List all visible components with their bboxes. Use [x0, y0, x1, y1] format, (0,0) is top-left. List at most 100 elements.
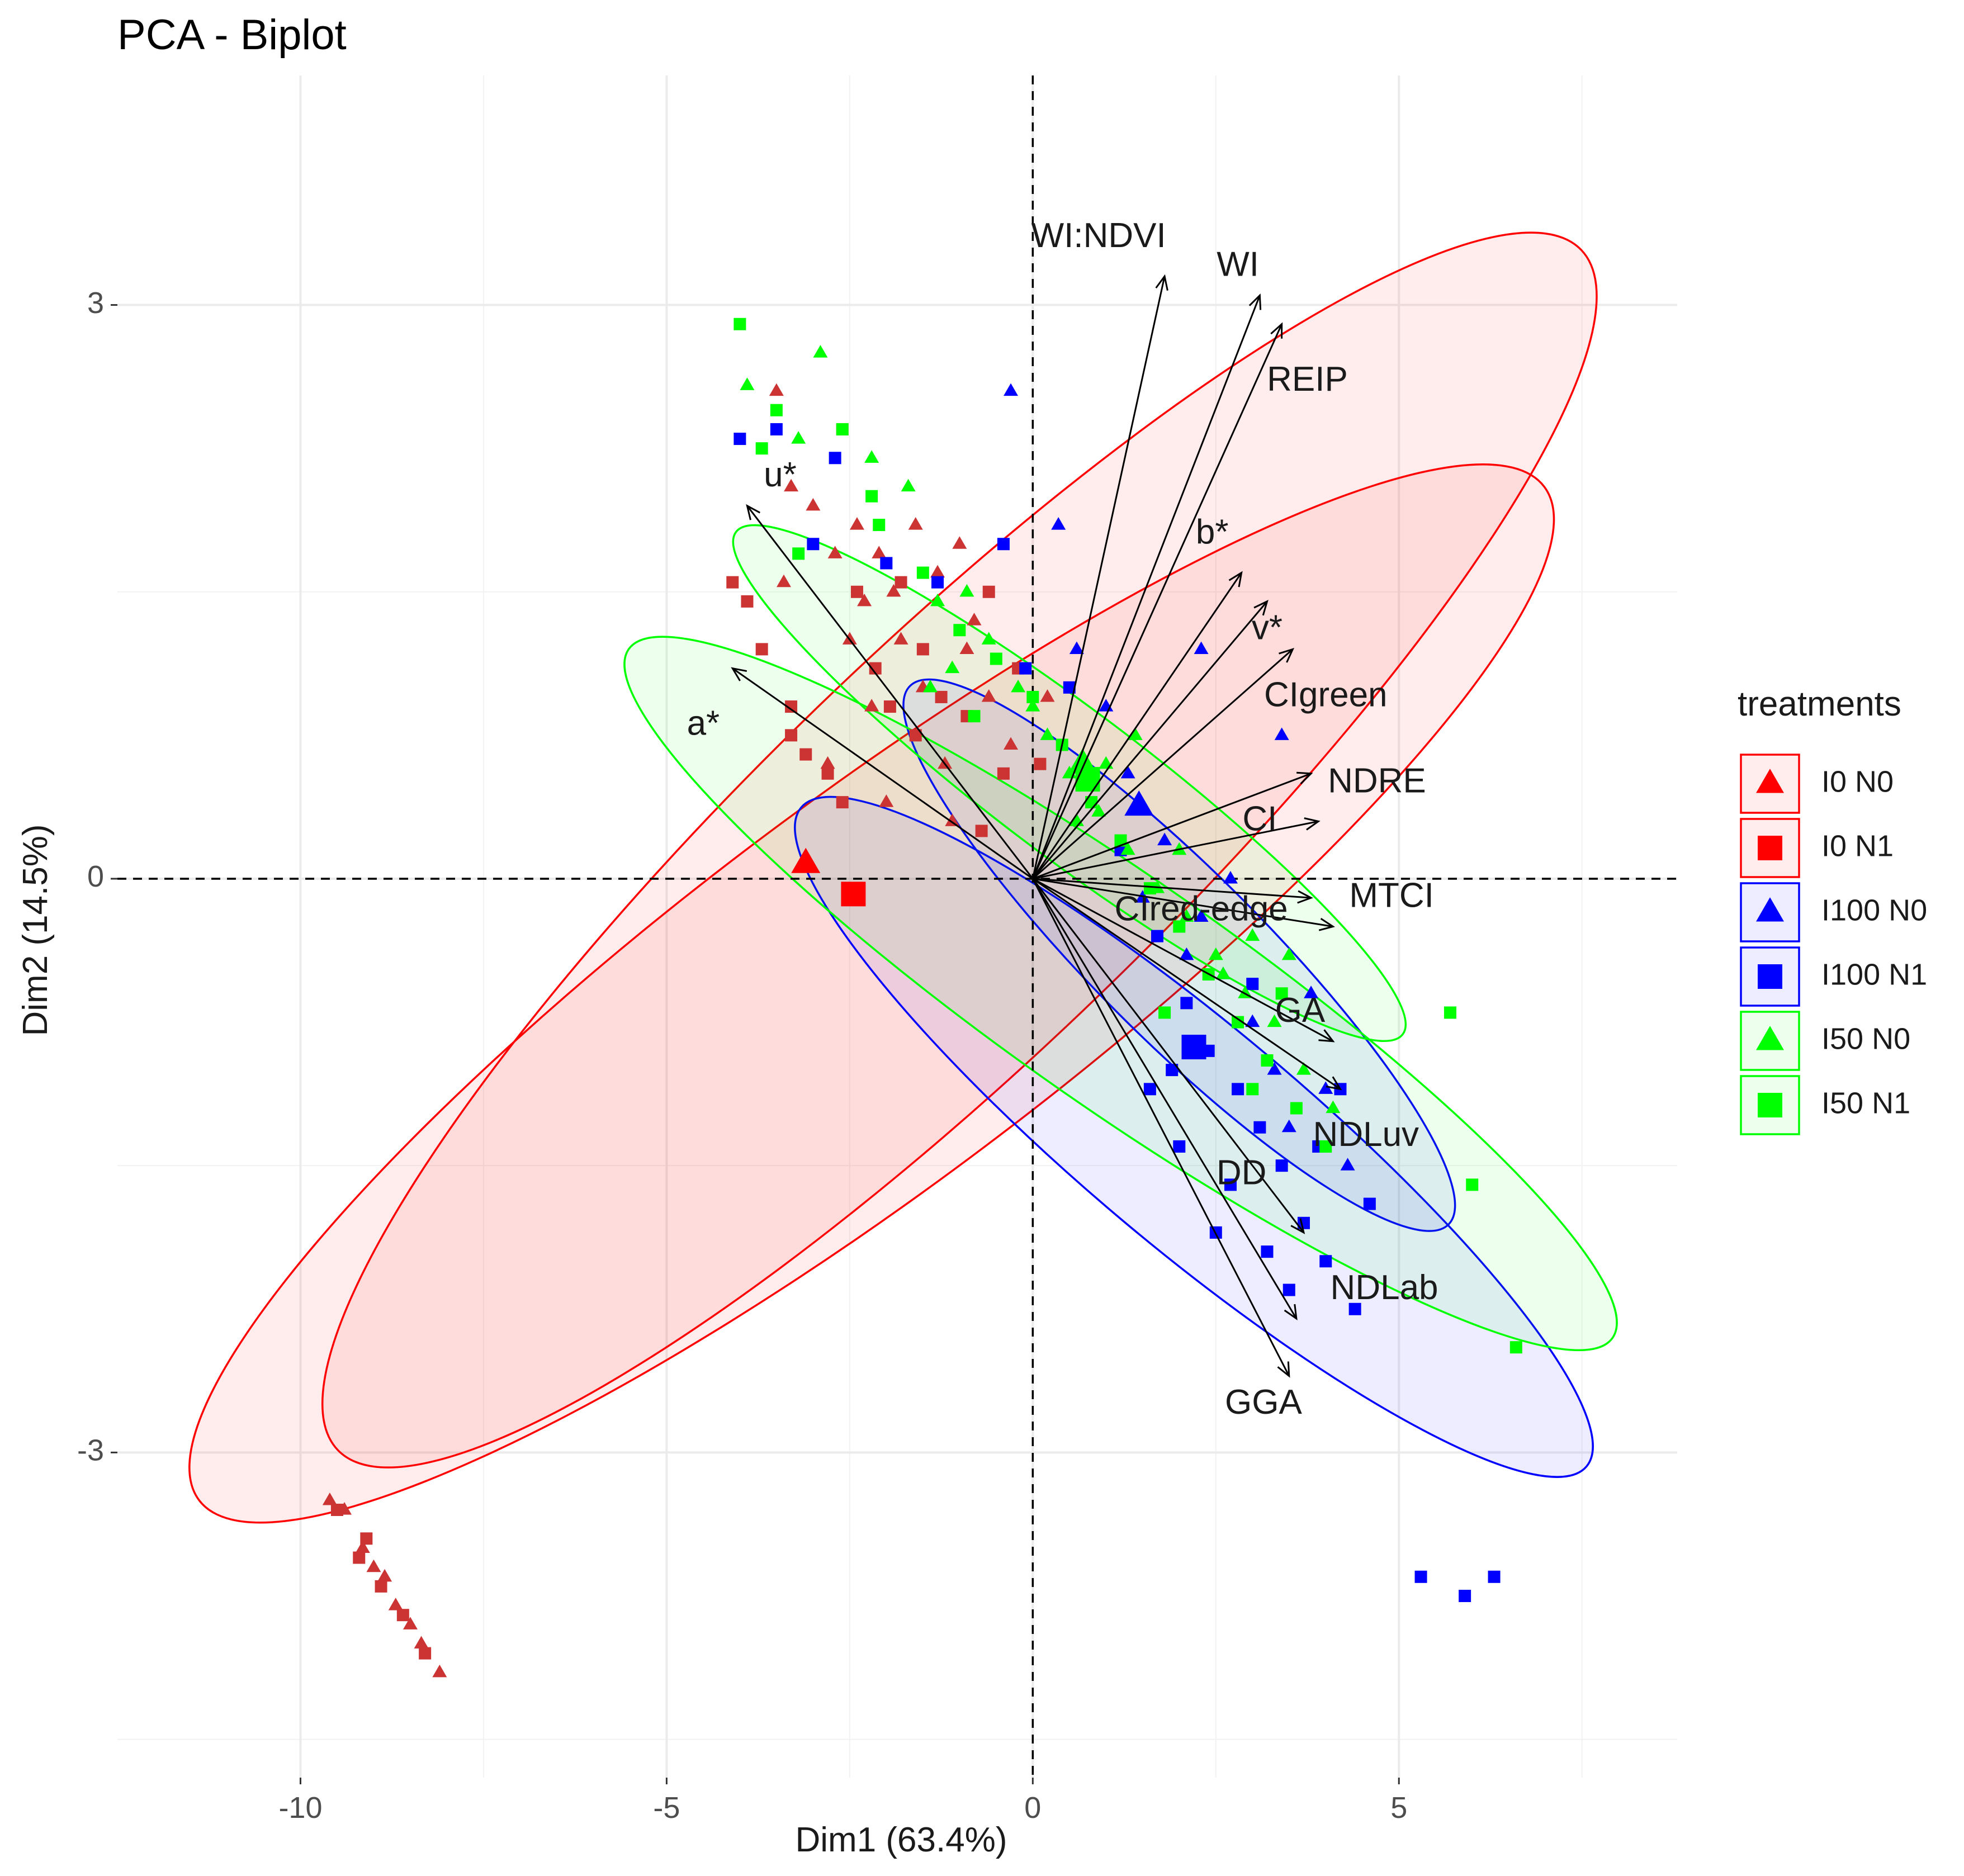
point-i0-n0 — [355, 1540, 370, 1553]
point-i100-n1 — [1224, 1178, 1237, 1191]
centroid-i100-n1 — [1181, 1035, 1206, 1060]
point-i0-n0 — [886, 584, 901, 597]
ellipse-i0-n0 — [188, 463, 1555, 1524]
point-i100-n1 — [807, 538, 820, 551]
point-i0-n0 — [945, 813, 960, 826]
point-i50-n0 — [1215, 967, 1231, 979]
confidence-ellipses — [188, 231, 1618, 1524]
arrow-wi-ndvi — [1031, 276, 1166, 879]
point-i100-n1 — [1319, 1255, 1332, 1268]
arrowhead-b- — [1228, 571, 1243, 588]
point-i50-n0 — [1040, 727, 1055, 740]
arrow-cigreen — [1032, 648, 1294, 880]
arrowhead-wi-ndvi — [1155, 274, 1168, 291]
point-i50-n1 — [792, 547, 805, 560]
point-i0-n0 — [820, 756, 835, 769]
legend-symbol-i50-n1 — [1758, 1093, 1782, 1117]
point-i0-n1 — [726, 576, 739, 589]
point-i50-n0 — [930, 593, 945, 607]
point-i100-n1 — [1173, 1140, 1186, 1153]
point-i50-n1 — [1509, 1341, 1522, 1354]
arrow-gga — [1031, 878, 1290, 1377]
point-i0-n0 — [806, 498, 821, 511]
variable-label-reip: REIP — [1267, 360, 1348, 399]
point-i100-n1 — [1143, 1083, 1156, 1096]
point-i50-n0 — [1326, 1100, 1341, 1114]
point-i50-n1 — [865, 490, 878, 503]
variable-label-v-: v* — [1252, 609, 1282, 647]
centroid-i0-n1 — [841, 882, 866, 907]
point-i0-n0 — [842, 632, 857, 645]
point-i0-n0 — [414, 1636, 429, 1649]
point-i50-n0 — [1267, 1014, 1282, 1027]
point-i0-n0 — [366, 1559, 381, 1572]
point-i50-n1 — [873, 519, 886, 532]
arrowhead-mtci — [1318, 918, 1335, 931]
point-i100-n0 — [1318, 1081, 1333, 1094]
arrowhead-reip — [1270, 322, 1283, 339]
point-i0-n1 — [375, 1580, 387, 1593]
point-i100-n1 — [1232, 1083, 1244, 1096]
variable-label-ndluv: NDLuv — [1313, 1115, 1419, 1154]
ellipse-i100-n1 — [794, 795, 1594, 1478]
point-i50-n0 — [1025, 699, 1040, 712]
arrow-b- — [1032, 572, 1242, 879]
y-tick-label: 0 — [87, 860, 104, 893]
point-i50-n1 — [1444, 1006, 1456, 1019]
variable-label-ndre: NDRE — [1328, 761, 1426, 800]
arrowhead-ga — [1318, 1029, 1335, 1043]
legend-label-i50-n1: I50 N1 — [1821, 1086, 1910, 1120]
point-i100-n0 — [1304, 986, 1319, 998]
point-i100-n1 — [1166, 1064, 1179, 1077]
point-i100-n1 — [1180, 997, 1193, 1010]
point-i100-n1 — [1151, 930, 1163, 942]
point-i100-n0 — [1051, 517, 1066, 530]
point-i50-n0 — [740, 377, 755, 390]
point-i0-n0 — [849, 517, 864, 530]
point-i100-n0 — [1194, 641, 1209, 654]
legend-key-i100-n0 — [1740, 882, 1800, 942]
arrowhead-ndlab — [1284, 1304, 1298, 1321]
point-i0-n0 — [864, 699, 879, 712]
point-i0-n0 — [952, 536, 967, 549]
variable-label-ndlab: NDLab — [1331, 1268, 1438, 1307]
arrowhead-u- — [746, 504, 761, 520]
point-i100-n1 — [829, 452, 841, 465]
point-i50-n0 — [1296, 1062, 1311, 1075]
arrowhead-ndre — [1296, 771, 1313, 785]
point-i100-n1 — [997, 538, 1010, 551]
point-i100-n1 — [1019, 662, 1032, 675]
arrowhead-dd — [1290, 1218, 1305, 1234]
point-i0-n1 — [982, 585, 995, 598]
point-i0-n0 — [930, 565, 945, 578]
variable-label-wi: WI — [1217, 245, 1259, 284]
point-i100-n1 — [1488, 1570, 1501, 1583]
point-i0-n0 — [967, 613, 982, 626]
arrow-v- — [1032, 600, 1268, 879]
x-tick-label: 5 — [1390, 1791, 1407, 1825]
variable-label-a-: a* — [687, 704, 720, 743]
y-tick-label: -3 — [77, 1434, 104, 1467]
point-i50-n0 — [813, 345, 828, 358]
point-i0-n0 — [432, 1664, 447, 1678]
point-i50-n1 — [1275, 987, 1288, 1000]
point-i0-n0 — [938, 756, 953, 769]
x-tick-label: -5 — [653, 1791, 680, 1825]
arrowhead-cired-edge — [1297, 890, 1313, 904]
point-i0-n1 — [1034, 757, 1047, 770]
legend-symbol-i100-n1 — [1758, 964, 1782, 989]
point-i0-n0 — [908, 517, 923, 530]
arrow-a- — [732, 667, 1034, 880]
point-i0-n1 — [799, 748, 812, 761]
point-i0-n1 — [935, 690, 948, 703]
point-i50-n0 — [959, 584, 974, 597]
point-i50-n0 — [1245, 928, 1260, 941]
point-i100-n1 — [733, 433, 746, 446]
variable-label-cired-edge: CIred-edge — [1114, 890, 1288, 928]
point-i100-n0 — [1267, 1062, 1282, 1075]
chart-title: PCA - Biplot — [117, 11, 347, 59]
arrow-u- — [746, 505, 1034, 879]
point-i0-n1 — [741, 595, 754, 608]
arrow-ndre — [1032, 773, 1312, 880]
